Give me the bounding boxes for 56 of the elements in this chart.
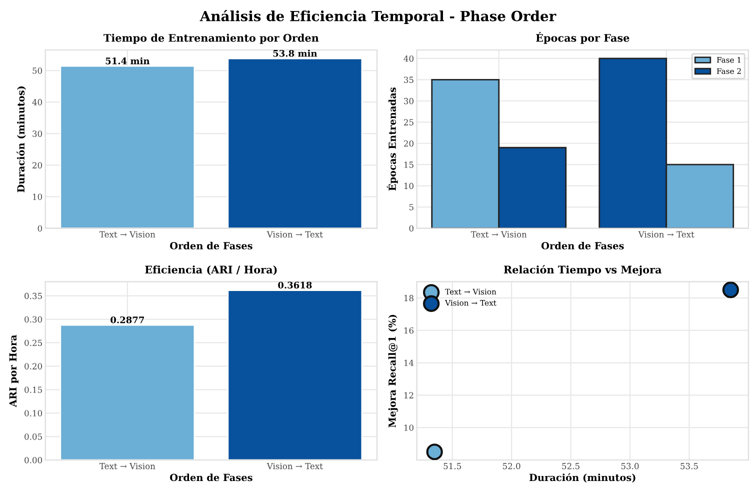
y-tick-label: 40 (404, 55, 414, 62)
x-tick-label: 53.0 (621, 462, 639, 470)
data-label: 53.8 min (273, 50, 318, 57)
chart-title: Relación Tiempo vs Mejora (504, 265, 662, 276)
chart-title: Eficiencia (ARI / Hora) (145, 265, 277, 276)
y-axis-title: Mejora Recall@1 (%) (388, 314, 398, 428)
y-tick-label: 30 (404, 98, 414, 104)
y-tick-label: 0.15 (24, 386, 42, 393)
y-tick-label: 0.25 (24, 340, 42, 346)
data-label: 0.2877 (110, 316, 144, 324)
y-tick-label: 0.20 (24, 363, 42, 370)
y-tick-label: 0.05 (24, 434, 42, 440)
y-axis-title: Duración (minutos) (16, 86, 26, 192)
y-tick-label: 15 (404, 162, 414, 168)
y-tick-label: 25 (404, 119, 414, 126)
data-label: 51.4 min (106, 57, 150, 64)
x-tick-label: Text → Vision (99, 231, 156, 238)
x-axis-title: Orden de Fases (170, 242, 252, 250)
y-tick-label: 18 (404, 294, 414, 302)
x-axis-title: Orden de Fases (170, 474, 252, 482)
chart-title: Épocas por Fase (536, 32, 630, 44)
x-tick-label: 53.5 (680, 462, 698, 470)
y-tick-label: 0 (38, 225, 42, 232)
y-tick-label: 0.30 (24, 316, 42, 323)
y-tick-label: 20 (404, 140, 414, 147)
y-tick-label: 14 (404, 360, 414, 366)
y-tick-label: 20 (32, 162, 42, 168)
y-tick-label: 0.00 (24, 456, 42, 464)
x-axis-title: Duración (minutos) (529, 473, 636, 483)
y-tick-label: 10 (32, 194, 42, 200)
y-tick-label: 10 (404, 182, 414, 190)
y-tick-label: 5 (409, 204, 414, 210)
x-tick-label: Vision → Text (266, 231, 323, 238)
y-tick-label: 30 (32, 130, 42, 137)
y-tick-label: 0.35 (24, 292, 42, 300)
x-tick-label: Text → Vision (470, 231, 527, 238)
y-tick-label: 16 (404, 327, 414, 334)
y-tick-label: 40 (32, 99, 42, 106)
text: Análisis de Eficiencia Temporal - Phase Order (200, 10, 556, 24)
x-tick-label: Text → Vision (99, 462, 156, 470)
y-axis-title: ARI por Hora (9, 334, 18, 408)
y-tick-label: 10 (404, 424, 414, 431)
y-tick-label: 12 (404, 392, 414, 398)
y-tick-label: 0.10 (24, 410, 42, 416)
y-tick-label: 50 (32, 67, 42, 74)
y-axis-title: Épocas Entrenadas (386, 88, 398, 191)
data-label: 0.3618 (278, 282, 312, 289)
x-tick-label: 52.0 (502, 462, 520, 470)
y-tick-label: 0 (409, 225, 414, 232)
x-axis-title: Orden de Fases (541, 242, 624, 250)
x-tick-label: 51.5 (444, 462, 461, 470)
x-tick-label: Vision → Text (638, 231, 694, 238)
x-tick-label: 52.5 (562, 462, 580, 470)
y-tick-label: 35 (404, 76, 414, 83)
chart-title: Tiempo de Entrenamiento por Orden (104, 34, 319, 44)
x-tick-label: Vision → Text (266, 462, 323, 470)
